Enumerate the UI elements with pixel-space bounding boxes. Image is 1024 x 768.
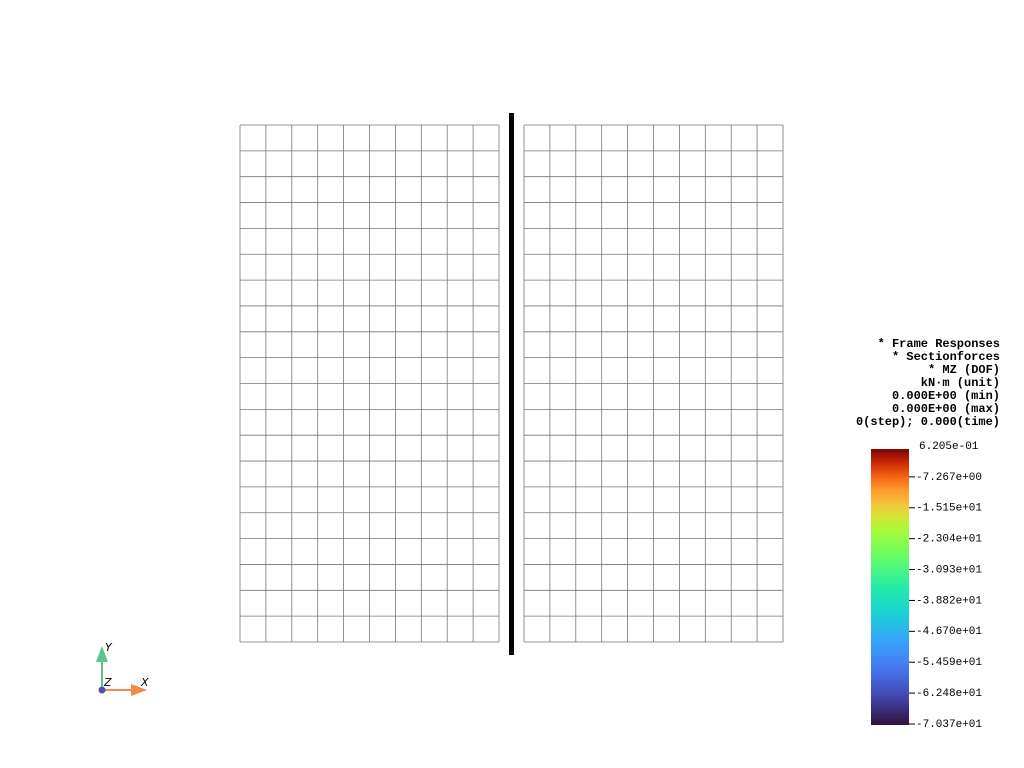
legend-line: 0(step); 0.000(time) bbox=[856, 415, 1000, 429]
tick-label: -6.248e+01 bbox=[916, 688, 982, 700]
colorbar-ticks: 6.205e-01 -7.267e+00 -1.515e+01 -2.304e+01 -… bbox=[909, 441, 982, 731]
z-label: Z bbox=[103, 676, 112, 689]
mesh bbox=[239, 124, 784, 643]
axes-triad: Y X Z bbox=[96, 641, 149, 696]
tick-label: -3.882e+01 bbox=[916, 595, 982, 607]
tick-label: -4.670e+01 bbox=[916, 626, 982, 638]
legend-line: * Sectionforces bbox=[892, 350, 1000, 364]
legend-line: * Frame Responses bbox=[878, 337, 1000, 351]
tick-label: -7.267e+00 bbox=[916, 472, 982, 484]
tick-label: -3.093e+01 bbox=[916, 564, 982, 576]
colorbar bbox=[871, 449, 909, 725]
legend-line: 0.000E+00 (min) bbox=[892, 389, 1000, 403]
frame-member bbox=[509, 113, 514, 655]
legend-line: * MZ (DOF) bbox=[928, 363, 1000, 377]
legend-line: kN·m (unit) bbox=[921, 376, 1000, 390]
tick-label: -1.515e+01 bbox=[916, 503, 982, 515]
tick-label: -2.304e+01 bbox=[916, 534, 982, 546]
z-axis bbox=[98, 686, 106, 694]
y-label: Y bbox=[105, 641, 113, 654]
legend-line: 0.000E+00 (max) bbox=[892, 402, 1000, 416]
tick-label: 6.205e-01 bbox=[919, 441, 979, 453]
tick-label: -5.459e+01 bbox=[916, 657, 982, 669]
legend: * Frame Responses* Sectionforces* MZ (DO… bbox=[856, 337, 1000, 429]
tick-label: -7.037e+01 bbox=[916, 719, 982, 731]
x-label: X bbox=[140, 676, 149, 689]
